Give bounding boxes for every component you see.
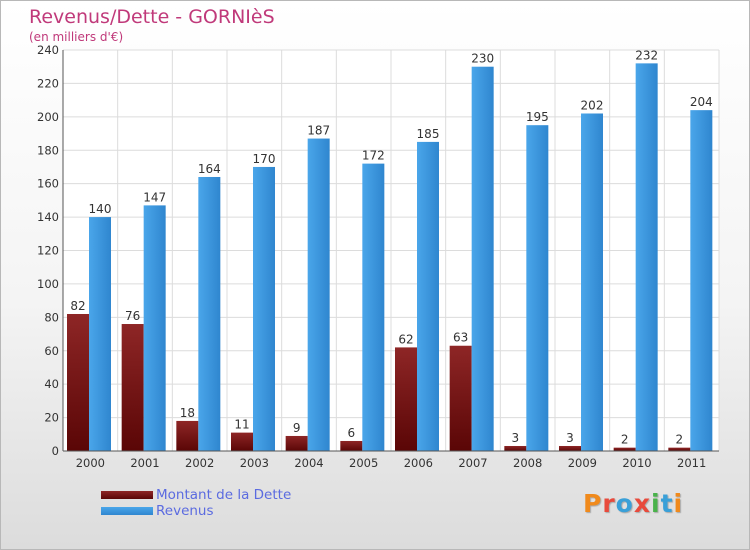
- bar-debt: [67, 313, 89, 451]
- bar-revenue: [198, 176, 221, 451]
- y-tick-label: 180: [37, 143, 59, 157]
- y-tick-label: 0: [52, 444, 59, 458]
- x-tick-label: 2009: [568, 456, 597, 470]
- bar-debt: [504, 445, 527, 451]
- y-tick-label: 60: [44, 344, 59, 358]
- data-label-revenue: 195: [526, 110, 549, 124]
- x-tick-label: 2005: [349, 456, 378, 470]
- bar-revenue: [417, 141, 439, 452]
- logo-letter: P: [583, 489, 603, 518]
- x-tick-label: 2008: [513, 456, 542, 470]
- data-label-debt: 3: [512, 431, 520, 445]
- chart-subtitle: (en milliers d'€): [29, 30, 124, 44]
- logo-letter: o: [615, 489, 634, 518]
- x-tick-label: 2006: [404, 456, 433, 470]
- legend-label-revenue: Revenus: [156, 503, 214, 519]
- x-tick-label: 2007: [458, 456, 487, 470]
- data-label-debt: 3: [566, 431, 574, 445]
- data-label-revenue: 230: [471, 52, 494, 66]
- x-tick-label: 2003: [240, 456, 269, 470]
- data-label-revenue: 187: [307, 124, 330, 138]
- bar-debt: [613, 447, 636, 451]
- bar-revenue: [581, 113, 603, 451]
- data-label-revenue: 232: [635, 48, 658, 62]
- proxiti-logo: Proxiti: [583, 489, 683, 518]
- data-label-debt: 82: [70, 299, 85, 313]
- data-label-debt: 11: [234, 418, 249, 432]
- data-label-revenue: 170: [253, 152, 276, 166]
- legend-item-revenue: Revenus: [101, 503, 291, 519]
- data-label-debt: 6: [348, 426, 356, 440]
- data-label-debt: 2: [676, 433, 684, 447]
- legend: Montant de la Dette Revenus: [101, 487, 291, 519]
- data-label-revenue: 202: [581, 98, 604, 112]
- logo-letter: r: [602, 489, 616, 518]
- bar-revenue: [89, 217, 111, 451]
- bar-revenue: [526, 125, 549, 451]
- data-label-debt: 62: [398, 332, 413, 346]
- bar-revenue: [307, 138, 330, 451]
- bar-debt: [176, 420, 199, 451]
- data-label-debt: 76: [125, 309, 140, 323]
- bar-revenue: [471, 66, 494, 451]
- x-tick-label: 2002: [185, 456, 214, 470]
- data-label-debt: 2: [621, 433, 629, 447]
- y-tick-label: 220: [37, 76, 59, 90]
- bar-debt: [340, 440, 363, 451]
- chart-title: Revenus/Dette - GORNIèS: [29, 6, 275, 28]
- logo-letter: i: [651, 489, 661, 518]
- bar-revenue: [253, 166, 275, 452]
- bar-revenue: [690, 110, 713, 452]
- data-label-revenue: 172: [362, 149, 385, 163]
- x-tick-label: 2000: [76, 456, 105, 470]
- y-tick-label: 80: [44, 310, 59, 324]
- bar-revenue: [635, 63, 658, 451]
- y-tick-label: 200: [37, 110, 59, 124]
- y-tick-label: 20: [44, 411, 59, 425]
- bar-debt: [285, 435, 308, 451]
- bar-revenue: [362, 163, 385, 451]
- legend-swatch-debt: [101, 491, 153, 499]
- x-tick-label: 2011: [677, 456, 706, 470]
- data-label-revenue: 164: [198, 162, 221, 176]
- y-tick-label: 140: [37, 210, 59, 224]
- bar-debt: [231, 432, 253, 451]
- x-tick-label: 2001: [130, 456, 159, 470]
- x-tick-label: 2010: [622, 456, 651, 470]
- y-tick-label: 120: [37, 244, 59, 258]
- data-label-debt: 9: [293, 421, 301, 435]
- bar-debt: [668, 447, 691, 451]
- bar-revenue: [143, 205, 166, 451]
- bar-debt: [449, 345, 472, 451]
- y-tick-label: 160: [37, 177, 59, 191]
- legend-swatch-revenue: [101, 507, 153, 515]
- x-tick-label: 2004: [294, 456, 323, 470]
- data-label-debt: 63: [453, 331, 468, 345]
- y-tick-label: 100: [37, 277, 59, 291]
- legend-item-debt: Montant de la Dette: [101, 487, 291, 503]
- bar-debt: [395, 347, 417, 451]
- legend-label-debt: Montant de la Dette: [156, 487, 292, 503]
- data-label-revenue: 204: [690, 95, 713, 109]
- logo-letter: i: [673, 489, 684, 518]
- logo-letter: x: [633, 489, 651, 518]
- data-label-revenue: 147: [143, 190, 166, 204]
- bar-debt: [121, 324, 144, 451]
- data-label-revenue: 185: [417, 127, 440, 141]
- y-tick-label: 40: [44, 377, 59, 391]
- logo-letter: t: [660, 489, 674, 518]
- data-label-debt: 18: [180, 406, 195, 420]
- y-tick-label: 240: [37, 43, 59, 57]
- bar-debt: [559, 445, 581, 451]
- data-label-revenue: 140: [89, 202, 112, 216]
